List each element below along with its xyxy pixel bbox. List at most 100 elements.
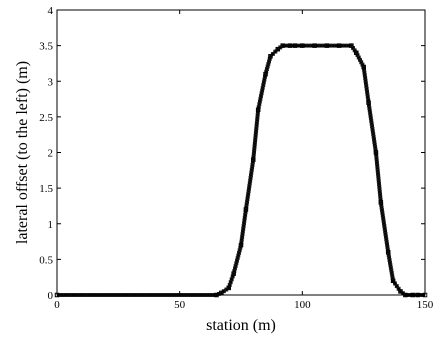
y-tick-label: 3	[48, 76, 54, 88]
series-marker	[380, 213, 385, 218]
series-marker	[242, 215, 247, 220]
series-marker	[368, 113, 373, 118]
series-marker	[359, 60, 364, 65]
series-marker	[249, 170, 254, 175]
series-marker	[255, 115, 260, 120]
series-marker	[240, 232, 245, 237]
data-point	[287, 43, 293, 48]
series-marker	[254, 128, 259, 133]
series-marker	[378, 195, 383, 200]
data-point	[373, 150, 379, 155]
series-marker	[373, 147, 378, 152]
series-marker	[370, 129, 375, 134]
series-marker	[259, 91, 264, 96]
series-marker	[261, 83, 266, 88]
series-marker	[374, 158, 379, 163]
series-marker	[247, 181, 252, 186]
y-tick-label: 3.5	[39, 41, 53, 53]
series-marker	[367, 105, 372, 110]
series-marker	[378, 192, 383, 197]
series-marker	[234, 261, 239, 266]
series-marker	[358, 57, 362, 62]
series-line	[57, 44, 425, 297]
series-marker	[376, 179, 381, 184]
series-marker	[254, 126, 259, 131]
series-marker	[237, 248, 242, 253]
y-tick-label: 2.5	[39, 112, 53, 124]
x-tick-label: 150	[417, 299, 434, 311]
series-marker	[229, 277, 234, 282]
series-marker	[375, 163, 380, 168]
y-tick-label: 1	[48, 219, 54, 231]
series-marker	[366, 97, 371, 102]
series-marker	[248, 173, 253, 178]
series-marker	[252, 144, 257, 149]
series-marker	[389, 268, 394, 273]
data-point	[324, 43, 330, 48]
series-marker	[386, 252, 391, 257]
series-marker	[247, 183, 252, 188]
series-marker	[263, 74, 267, 79]
series-marker	[242, 221, 246, 226]
series-marker	[378, 197, 383, 202]
series-marker	[240, 229, 245, 234]
series-marker	[381, 221, 386, 226]
series-marker	[238, 245, 243, 250]
series-marker	[241, 223, 246, 228]
series-marker	[382, 224, 387, 228]
series-marker	[241, 226, 246, 231]
series-marker	[381, 216, 386, 221]
series-marker	[254, 123, 259, 128]
series-marker	[384, 239, 389, 244]
series-marker	[247, 186, 251, 191]
data-point	[268, 54, 273, 59]
series-marker	[382, 226, 387, 231]
series-marker	[372, 137, 376, 142]
series-marker	[390, 273, 395, 278]
y-tick-label: 1.5	[39, 183, 53, 195]
data-point	[231, 271, 236, 276]
series-marker	[267, 56, 272, 61]
series-marker	[377, 182, 381, 186]
series-marker	[237, 250, 241, 255]
series-marker	[253, 139, 258, 144]
series-marker	[363, 81, 368, 86]
series-marker	[355, 53, 360, 58]
series-marker	[273, 49, 278, 54]
series-marker	[233, 263, 238, 268]
data-point	[243, 207, 249, 212]
series-marker	[375, 161, 379, 165]
series-marker	[370, 126, 375, 131]
series-marker	[362, 70, 367, 75]
data-point	[251, 157, 256, 162]
series-marker	[365, 89, 370, 94]
series-marker	[260, 85, 265, 90]
series-marker	[251, 152, 256, 157]
data-point	[280, 43, 285, 48]
series-marker	[235, 258, 239, 263]
series-marker	[257, 99, 262, 104]
series-marker	[388, 265, 393, 270]
series-marker	[261, 80, 266, 85]
series-marker	[252, 141, 257, 146]
data-point	[300, 43, 305, 48]
series-marker	[246, 189, 251, 194]
series-marker	[377, 187, 382, 192]
series-marker	[376, 171, 380, 176]
series-marker	[270, 51, 275, 56]
data-point	[398, 289, 403, 294]
series-marker	[264, 69, 269, 74]
series-marker	[365, 95, 370, 100]
series-marker	[250, 160, 255, 165]
data-point	[312, 43, 317, 48]
series-marker	[253, 134, 258, 138]
data-point	[292, 43, 298, 48]
series-marker	[388, 263, 393, 268]
series-marker	[369, 119, 374, 123]
series-marker	[363, 78, 368, 83]
y-tick-label: 0.5	[39, 254, 53, 266]
series-marker	[264, 67, 269, 71]
series-marker	[385, 247, 390, 252]
series-marker	[385, 242, 389, 247]
series-marker	[387, 255, 392, 260]
